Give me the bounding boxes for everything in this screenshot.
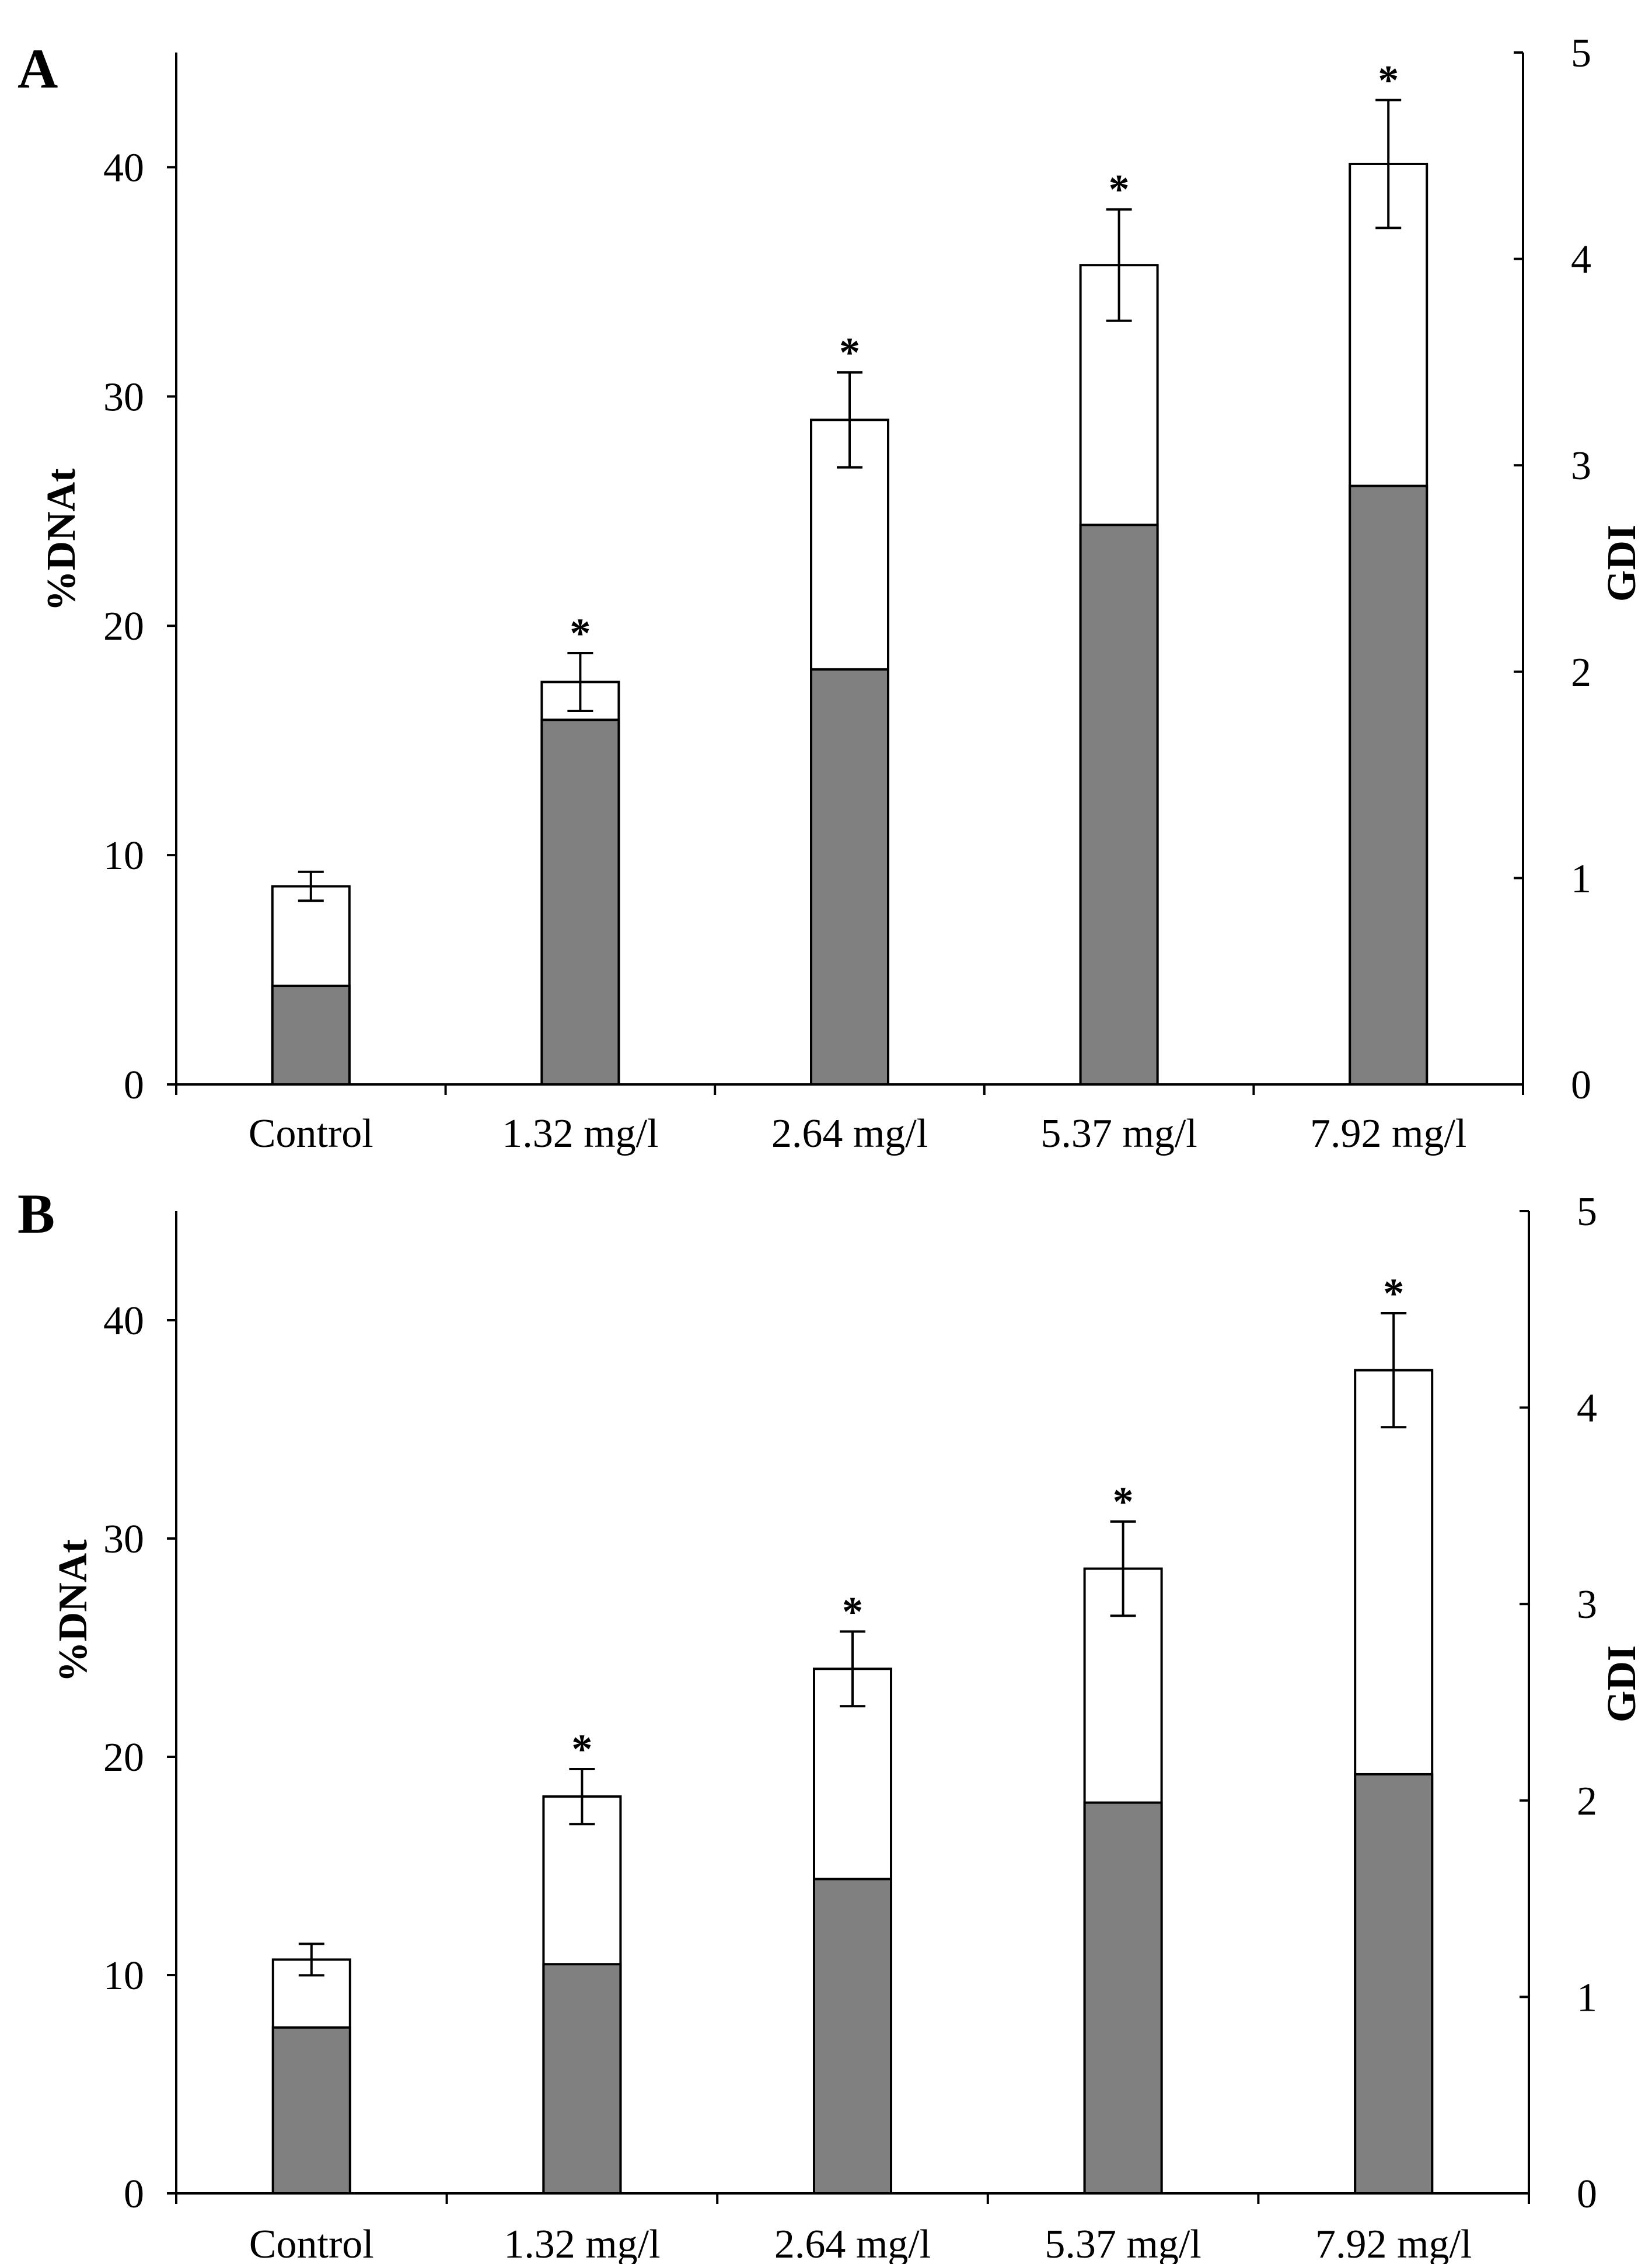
panel-a-y-tick-label: 20 [103, 604, 144, 649]
panel-b-dnat-bar [271, 2026, 351, 2195]
panel-b-right-tick-label: 4 [1577, 1386, 1597, 1431]
panel-b-y-tick-label: 0 [124, 2172, 144, 2217]
panel-a-dnat-bar [1349, 484, 1429, 1086]
panel-a-category-label: Control [249, 1111, 373, 1156]
panel-b-y-tick-label: 10 [103, 1953, 144, 1998]
panel-b-y-tick-label: 30 [103, 1517, 144, 1562]
panel-b-right-tick-label: 5 [1577, 1189, 1597, 1234]
panel-a-dnat-bar [540, 718, 620, 1086]
panel-b-dnat-bar [1354, 1773, 1434, 2195]
panel-b-significance-marker: * [842, 1588, 863, 1635]
panel-b-right-axis-title: GDI [1599, 1645, 1644, 1722]
panel-b-dnat-bar [1083, 1801, 1163, 2195]
panel-a-right-tick-label: 3 [1571, 444, 1591, 489]
panel-b-dnat-bar [542, 1963, 622, 2195]
panel-a-significance-marker: * [1109, 166, 1130, 213]
panel-a-right-tick-label: 1 [1571, 856, 1591, 901]
panel-b-dnat-bar [813, 1878, 892, 2195]
panel-a-significance-marker: * [1378, 57, 1399, 103]
panel-b-category-label: 2.64 mg/l [774, 2222, 931, 2264]
panel-a-category-label: 7.92 mg/l [1310, 1111, 1466, 1156]
panel-b-category-label: Control [249, 2222, 374, 2264]
panel-b-significance-marker: * [1113, 1478, 1134, 1525]
panel-a-category-label: 5.37 mg/l [1040, 1111, 1197, 1156]
panel-a-right-tick-label: 4 [1571, 238, 1591, 282]
panel-b-category-label: 5.37 mg/l [1045, 2222, 1201, 2264]
panel-a-right-tick-label: 2 [1571, 650, 1591, 695]
panel-a-dnat-bar [1079, 524, 1159, 1086]
panel-a-significance-marker: * [570, 610, 591, 657]
panel-a-right-tick-label: 5 [1571, 31, 1591, 76]
panel-a-y-tick-label: 40 [103, 145, 144, 190]
panel-b-y-tick-label: 40 [103, 1299, 144, 1344]
panel-b-significance-marker: * [571, 1726, 592, 1773]
panel-b: B %DNAt GDI 0 10 20 30 40 0 1 2 3 4 5 Control * 1.32 … [18, 1182, 1644, 2264]
panel-a-y-tick-label: 10 [103, 833, 144, 878]
panel-a-right-axis-title: GDI [1599, 525, 1644, 602]
panel-b-right-tick-label: 2 [1577, 1779, 1597, 1824]
panel-b-label: B [18, 1182, 55, 1245]
panel-a-dnat-bar [810, 668, 889, 1086]
panel-a-y-tick-label: 0 [124, 1063, 144, 1108]
panel-b-category-label: 7.92 mg/l [1315, 2222, 1472, 2264]
panel-a-label: A [18, 37, 58, 100]
panel-b-category-label: 1.32 mg/l [504, 2222, 660, 2264]
panel-a-y-tick-label: 30 [103, 375, 144, 420]
panel-b-right-tick-label: 3 [1577, 1582, 1597, 1627]
panel-b-y-axis-title: %DNAt [51, 1540, 96, 1683]
panel-b-right-tick-label: 0 [1577, 2172, 1597, 2217]
panel-a-category-label: 1.32 mg/l [502, 1111, 658, 1156]
panel-a-significance-marker: * [839, 329, 860, 376]
panel-b-y-tick-label: 20 [103, 1735, 144, 1780]
panel-b-significance-marker: * [1383, 1270, 1404, 1317]
panel-a-dnat-bar [271, 985, 351, 1086]
panel-a-y-axis-title: %DNAt [39, 469, 84, 612]
panel-b-marks: 0 10 20 30 40 0 1 2 3 4 5 Control * 1.32 mg/l * 2.64 mg… [103, 1189, 1597, 2264]
panel-a-right-tick-label: 0 [1571, 1063, 1591, 1108]
panel-a-marks: 0 10 20 30 40 0 1 2 3 4 5 Control * 1.32 mg/l * 2.64 mg… [103, 31, 1591, 1156]
panel-a: A %DNAt GDI 0 10 20 30 40 0 1 2 3 4 5 Control * 1.32 … [18, 31, 1644, 1156]
panel-b-right-tick-label: 1 [1577, 1975, 1597, 2020]
panel-a-category-label: 2.64 mg/l [771, 1111, 928, 1156]
